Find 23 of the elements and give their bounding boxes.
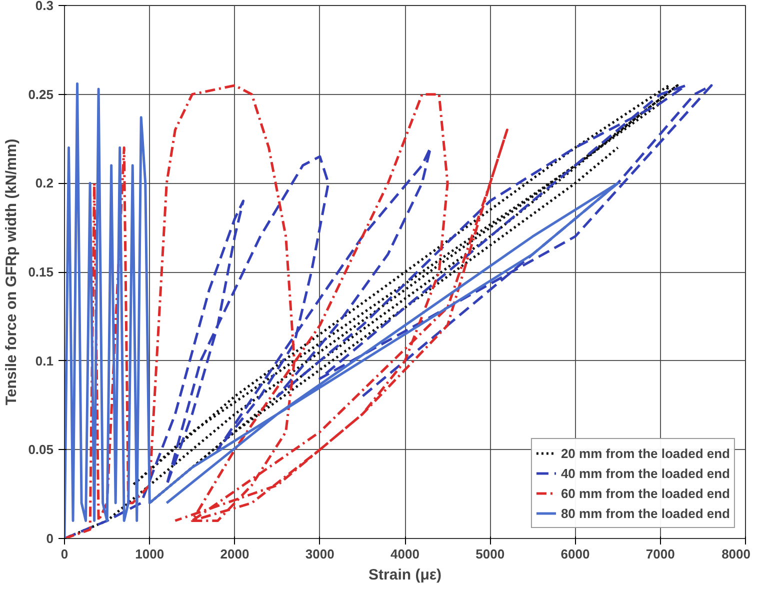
y-tick-label: 0.1 — [35, 353, 54, 368]
legend-label: 20 mm from the loaded end — [560, 446, 730, 460]
x-tick-label: 2000 — [220, 546, 250, 562]
y-tick-label: 0 — [46, 531, 54, 546]
y-tick-label: 0.3 — [35, 0, 54, 13]
x-tick-label: 3000 — [305, 546, 334, 562]
x-axis-title: Strain (με) — [368, 566, 442, 584]
y-tick-label: 0.2 — [35, 176, 54, 191]
x-tick-label: 0 — [60, 546, 68, 562]
line-series — [64, 84, 508, 538]
legend-label: 60 mm from the loaded end — [560, 486, 730, 500]
x-tick-label: 4000 — [390, 546, 420, 562]
y-tick-label: 0.25 — [28, 86, 54, 102]
y-axis-title: Tensile force on GFRp width (kN/mm) — [3, 138, 20, 406]
legend-label: 40 mm from the loaded end — [560, 466, 730, 480]
x-tick-label: 1000 — [135, 546, 164, 562]
x-tick-label: 7000 — [646, 546, 675, 562]
y-tick-label: 0.15 — [28, 264, 54, 280]
x-tick-label: 5000 — [476, 546, 505, 562]
x-tick-label: 6000 — [560, 546, 590, 562]
x-tick-label: 8000 — [722, 546, 750, 562]
y-tick-label: 0.05 — [28, 442, 54, 458]
legend-label: 80 mm from the loaded end — [560, 506, 730, 520]
